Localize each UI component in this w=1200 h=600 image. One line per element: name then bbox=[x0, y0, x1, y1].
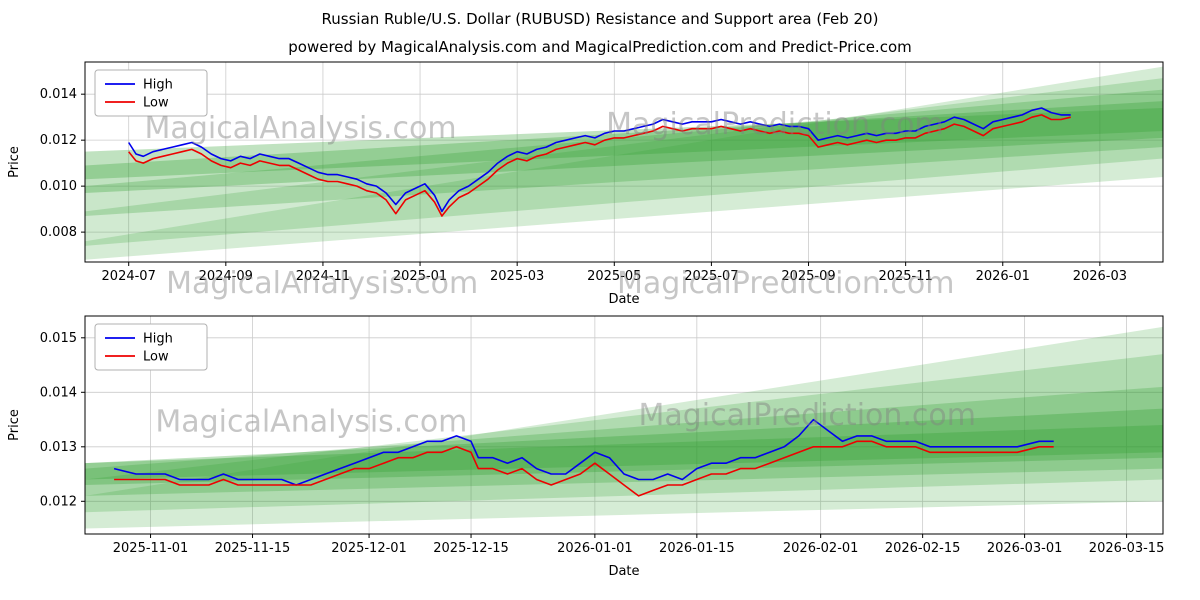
y-tick-label: 0.014 bbox=[40, 385, 77, 400]
y-tick-label: 0.010 bbox=[40, 179, 77, 194]
y-tick-label: 0.008 bbox=[40, 225, 77, 240]
high-line bbox=[128, 107, 1071, 213]
watermark: MagicalAnalysis.com bbox=[145, 111, 457, 146]
chart-svg-0: 2024-07 2024-09 2024-11 2025-01 2025-03 2025-… bbox=[7, 61, 1164, 307]
y-tick-label: 0.014 bbox=[40, 87, 77, 102]
legend-high-label: High bbox=[143, 332, 173, 347]
watermark: MagicalAnalysis.com bbox=[166, 266, 478, 301]
x-tick-label: 2024-11 bbox=[296, 269, 350, 284]
y-tick-label: 0.012 bbox=[40, 133, 77, 148]
band bbox=[85, 89, 1163, 217]
x-axis-label: Date bbox=[608, 564, 639, 579]
x-tick-label: 2024-07 bbox=[102, 269, 156, 284]
band bbox=[85, 66, 1163, 260]
x-tick-label: 2025-12-01 bbox=[331, 541, 407, 556]
grid bbox=[85, 62, 1163, 262]
x-tick-label: 2025-03 bbox=[490, 269, 544, 284]
watermark: MagicalPrediction.com bbox=[606, 107, 944, 142]
watermark: MagicalAnalysis.com bbox=[155, 405, 467, 440]
chart-svg-1: 2025-11-01 2025-11-15 2025-12-01 2025-12-15… bbox=[7, 315, 1165, 579]
x-tick-label: 2026-02-01 bbox=[783, 541, 859, 556]
x-axis-label: Date bbox=[608, 292, 639, 307]
x-tick-label: 2025-09 bbox=[781, 269, 835, 284]
chart-title: Russian Ruble/U.S. Dollar (RUBUSD) Resis… bbox=[321, 10, 879, 28]
x-tick-label: 2026-01 bbox=[976, 269, 1030, 284]
high-line bbox=[113, 418, 1054, 486]
band bbox=[85, 107, 1163, 180]
band bbox=[85, 326, 1163, 529]
y-tick-label: 0.015 bbox=[40, 331, 77, 346]
legend: High Low bbox=[94, 69, 208, 117]
chart-subtitle: powered by MagicalAnalysis.com and Magic… bbox=[288, 38, 912, 56]
band bbox=[85, 101, 1163, 194]
watermark: MagicalPrediction.com bbox=[617, 266, 955, 301]
bottom-chart: 2025-11-01 2025-11-15 2025-12-01 2025-12-15… bbox=[0, 308, 1200, 584]
support-resistance-bands bbox=[85, 66, 1163, 260]
x-tick-label: 2025-11-15 bbox=[215, 541, 291, 556]
x-tick-label: 2025-11 bbox=[878, 269, 932, 284]
tick-labels: 2025-11-01 2025-11-15 2025-12-01 2025-12-15… bbox=[40, 331, 1165, 556]
y-axis-label: Price bbox=[7, 146, 22, 178]
legend-low-label: Low bbox=[143, 350, 169, 365]
low-line bbox=[128, 114, 1071, 217]
x-tick-label: 2026-02-15 bbox=[885, 541, 961, 556]
x-tick-label: 2026-03-01 bbox=[987, 541, 1063, 556]
band bbox=[85, 78, 1163, 246]
band bbox=[85, 425, 1163, 480]
y-axis-label: Price bbox=[7, 409, 22, 441]
x-tick-label: 2026-01-01 bbox=[557, 541, 633, 556]
x-tick-label: 2025-01 bbox=[393, 269, 447, 284]
x-tick-label: 2025-07 bbox=[684, 269, 738, 284]
y-tick-label: 0.013 bbox=[40, 440, 77, 455]
plot-border bbox=[84, 315, 1164, 535]
watermark: MagicalPrediction.com bbox=[639, 398, 977, 433]
x-tick-label: 2026-03-15 bbox=[1089, 541, 1165, 556]
x-tick-label: 2026-01-15 bbox=[659, 541, 735, 556]
band bbox=[85, 354, 1163, 513]
plot-border bbox=[84, 61, 1164, 263]
x-tick-label: 2026-03 bbox=[1073, 269, 1127, 284]
x-tick-label: 2025-11-01 bbox=[113, 541, 189, 556]
y-tick-label: 0.012 bbox=[40, 494, 77, 509]
x-tick-label: 2024-09 bbox=[199, 269, 253, 284]
top-chart: 2024-07 2024-09 2024-11 2025-01 2025-03 2025-… bbox=[0, 56, 1200, 308]
x-tick-label: 2025-12-15 bbox=[433, 541, 509, 556]
low-line bbox=[114, 440, 1054, 497]
band bbox=[85, 408, 1163, 485]
legend: High Low bbox=[94, 323, 208, 371]
legend-high-label: High bbox=[143, 78, 173, 93]
tick-labels: 2024-07 2024-09 2024-11 2025-01 2025-03 2025-… bbox=[40, 87, 1127, 284]
x-tick-label: 2025-05 bbox=[587, 269, 641, 284]
legend-low-label: Low bbox=[143, 96, 169, 111]
